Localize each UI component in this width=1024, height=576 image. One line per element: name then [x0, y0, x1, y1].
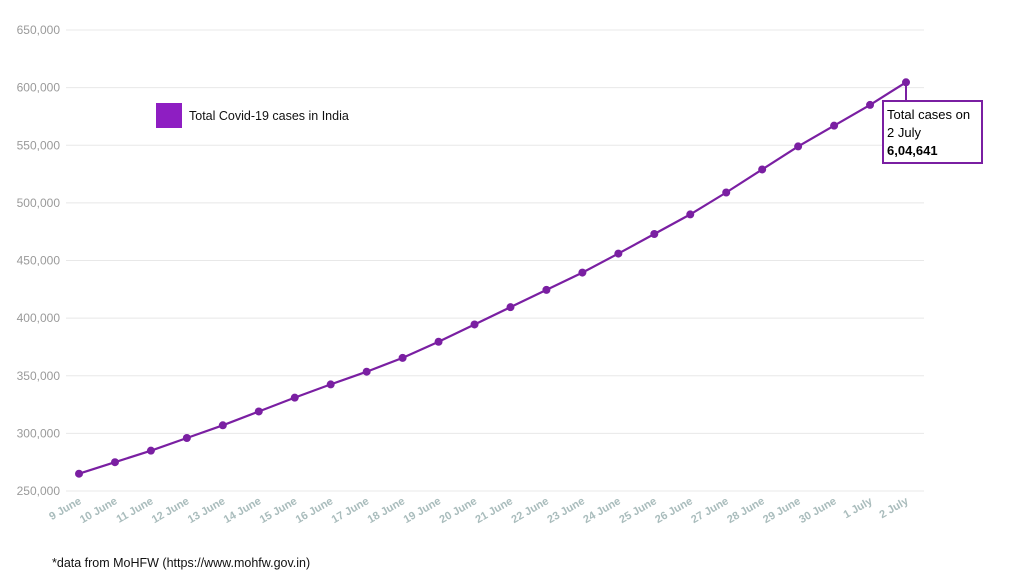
- x-tick-label: 24 June: [581, 495, 622, 526]
- x-tick-label: 9 June: [47, 495, 83, 523]
- data-point: [326, 380, 335, 389]
- x-tick-label: 27 June: [689, 495, 730, 526]
- x-tick-label: 15 June: [258, 495, 299, 526]
- y-tick-label: 500,000: [17, 196, 61, 210]
- callout-box: Total cases on 2 July 6,04,641: [882, 100, 983, 164]
- x-tick-label: 21 June: [473, 495, 514, 526]
- y-tick-label: 400,000: [17, 311, 61, 325]
- x-tick-label: 20 June: [438, 495, 479, 526]
- data-point: [182, 433, 191, 442]
- x-tick-label: 12 June: [150, 495, 191, 526]
- callout-line1: Total cases on: [887, 107, 971, 122]
- y-axis-ticks: 250,000 300,000 350,000 400,000 450,000 500,0…: [17, 23, 61, 498]
- legend-label: Total Covid-19 cases in India: [189, 109, 349, 123]
- data-point: [578, 268, 587, 277]
- data-point: [614, 249, 623, 258]
- data-point: [686, 210, 695, 219]
- x-tick-label: 13 June: [186, 495, 227, 526]
- x-tick-label: 22 June: [509, 495, 550, 526]
- x-tick-label: 17 June: [330, 495, 371, 526]
- data-point: [506, 303, 515, 312]
- x-tick-label: 18 June: [366, 495, 407, 526]
- x-tick-label: 29 June: [761, 495, 802, 526]
- data-point: [830, 121, 839, 130]
- y-tick-label: 450,000: [17, 254, 61, 268]
- data-point: [866, 100, 875, 109]
- y-tick-label: 550,000: [17, 138, 61, 152]
- x-tick-label: 26 June: [653, 495, 694, 526]
- data-point: [362, 367, 371, 376]
- x-tick-label: 16 June: [294, 495, 335, 526]
- grid-lines: [66, 29, 924, 492]
- x-tick-label: 23 June: [545, 495, 586, 526]
- legend-swatch: [156, 103, 182, 128]
- y-tick-label: 650,000: [17, 23, 61, 37]
- data-point: [146, 446, 155, 455]
- x-tick-label: 2 July: [877, 495, 911, 521]
- data-point: [75, 469, 83, 478]
- data-point: [434, 337, 443, 346]
- callout-value: 6,04,641: [887, 143, 938, 158]
- x-tick-label: 30 June: [797, 495, 838, 526]
- data-point: [470, 320, 479, 329]
- data-point: [398, 353, 407, 362]
- x-tick-label: 11 June: [114, 495, 155, 526]
- data-point: [542, 285, 551, 294]
- callout-line2: 2 July: [887, 125, 921, 140]
- footnote: *data from MoHFW (https://www.mohfw.gov.…: [52, 556, 311, 570]
- y-tick-label: 250,000: [17, 484, 61, 498]
- data-point: [650, 229, 659, 238]
- data-point: [758, 165, 767, 174]
- x-tick-label: 14 June: [222, 495, 263, 526]
- x-tick-label: 10 June: [78, 495, 119, 526]
- y-tick-label: 300,000: [17, 426, 61, 440]
- data-point: [254, 407, 263, 416]
- y-tick-label: 350,000: [17, 369, 61, 383]
- data-point: [722, 188, 731, 197]
- series: [75, 78, 910, 478]
- x-tick-label: 28 June: [725, 495, 766, 526]
- data-point: [110, 458, 119, 467]
- y-tick-label: 600,000: [17, 81, 61, 95]
- data-point: [290, 393, 299, 402]
- x-tick-label: 19 June: [402, 495, 443, 526]
- data-point: [218, 421, 227, 430]
- data-point: [794, 142, 803, 151]
- legend: Total Covid-19 cases in India: [156, 103, 349, 128]
- x-tick-label: 1 July: [842, 495, 876, 521]
- x-tick-label: 25 June: [617, 495, 658, 526]
- series-line: [78, 81, 907, 475]
